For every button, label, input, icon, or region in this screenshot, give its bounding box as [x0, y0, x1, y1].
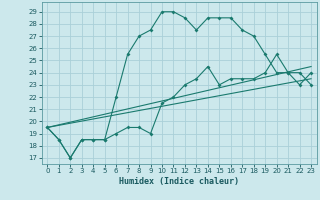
X-axis label: Humidex (Indice chaleur): Humidex (Indice chaleur) [119, 177, 239, 186]
